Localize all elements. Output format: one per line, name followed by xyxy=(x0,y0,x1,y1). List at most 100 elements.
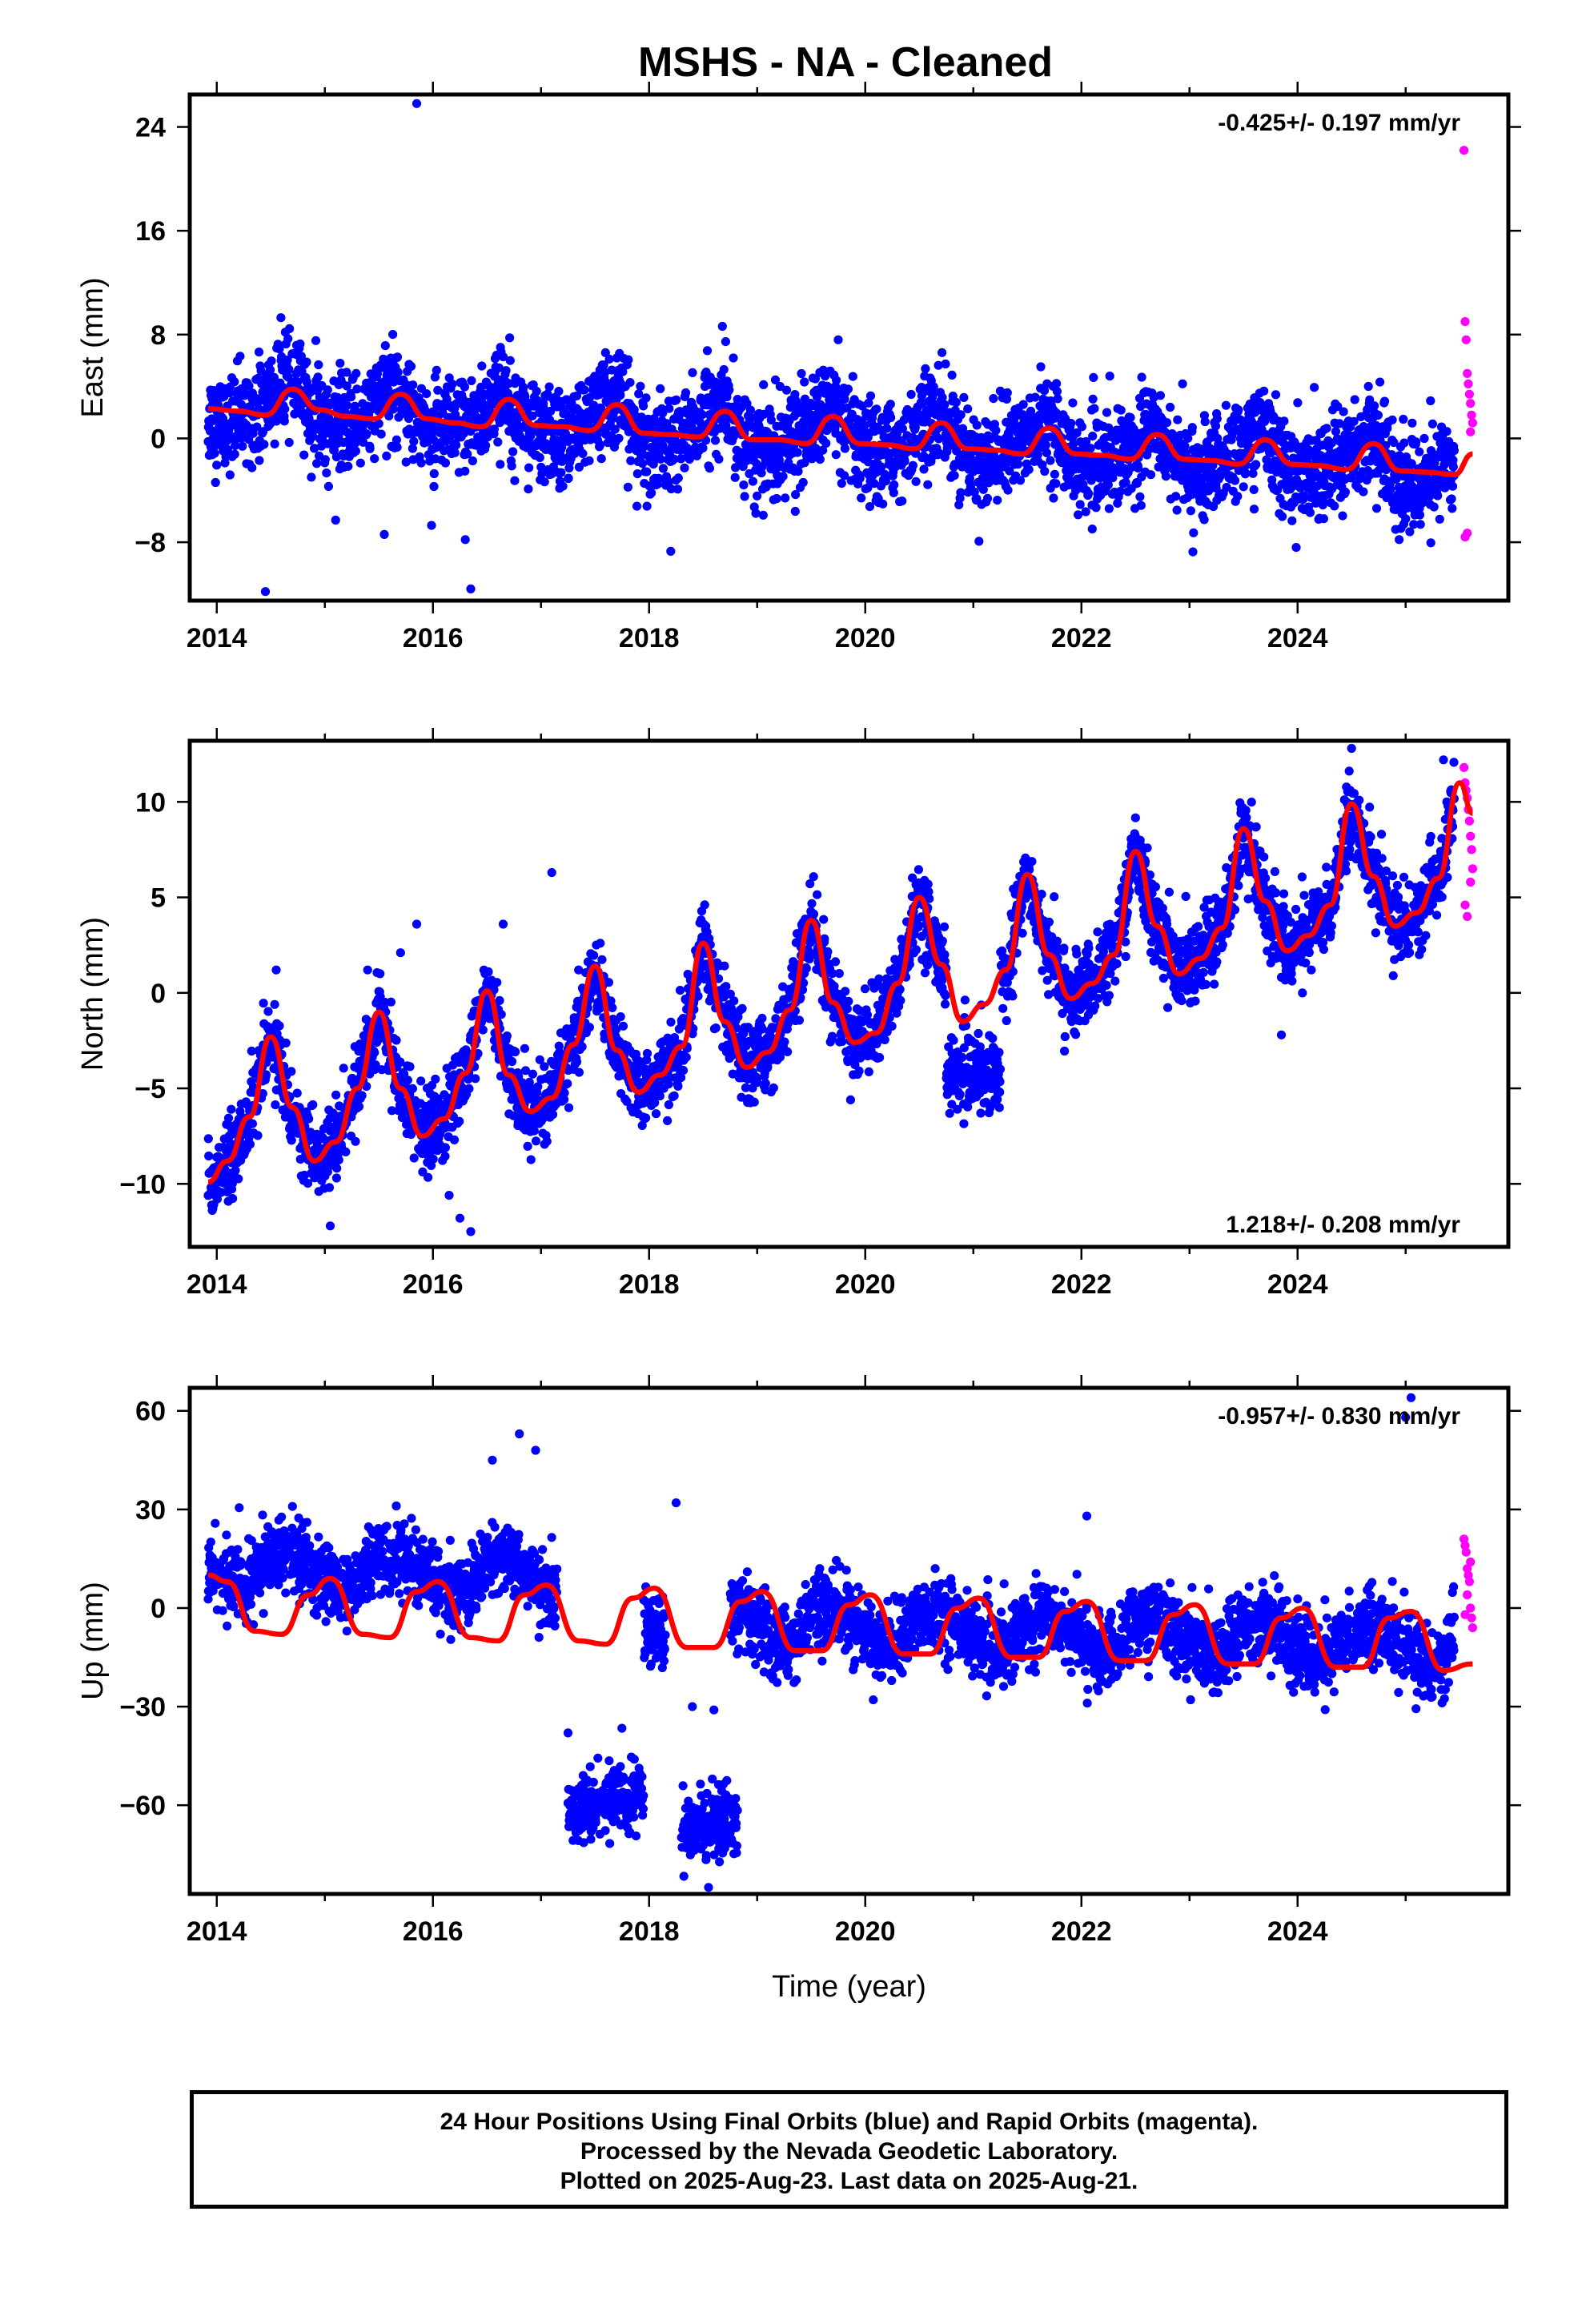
east-data-point xyxy=(416,458,426,468)
east-data-point xyxy=(270,439,279,449)
north-data-point xyxy=(572,1057,582,1067)
east-data-point xyxy=(766,415,776,425)
north-final-orbit-points xyxy=(203,743,1459,1236)
east-data-point xyxy=(1426,538,1435,548)
east-data-point xyxy=(1018,400,1028,409)
east-data-point xyxy=(1146,470,1156,480)
east-data-point xyxy=(958,424,968,433)
east-data-point xyxy=(1211,421,1221,431)
north-data-point xyxy=(354,1102,364,1112)
east-data-point xyxy=(1072,428,1082,438)
east-data-point xyxy=(1339,407,1348,416)
east-data-point xyxy=(644,481,654,491)
east-data-point xyxy=(546,406,556,416)
east-data-point xyxy=(634,389,644,399)
north-data-point xyxy=(604,978,614,987)
north-data-point xyxy=(526,1155,536,1164)
east-data-point xyxy=(840,444,849,453)
east-data-point xyxy=(721,337,731,347)
east-data-point xyxy=(1278,512,1287,521)
east-data-point xyxy=(252,422,262,432)
east-data-point xyxy=(1311,436,1321,445)
east-data-point xyxy=(642,501,652,511)
east-data-point xyxy=(1116,405,1126,415)
east-data-point xyxy=(1066,419,1076,428)
east-data-point xyxy=(255,456,264,465)
east-data-point xyxy=(578,448,588,459)
east-data-point xyxy=(596,454,606,464)
east-data-point xyxy=(346,392,356,402)
east-data-point xyxy=(1155,391,1165,400)
east-data-point xyxy=(1409,520,1419,529)
east-data-point xyxy=(1338,511,1347,521)
east-data-point xyxy=(320,455,330,464)
east-data-point xyxy=(1447,481,1458,491)
north-data-point xyxy=(271,1100,280,1110)
east-data-point xyxy=(798,477,808,488)
east-data-point xyxy=(991,425,1001,436)
east-data-point xyxy=(1430,458,1439,468)
east-data-point xyxy=(556,468,566,477)
east-data-point xyxy=(1259,386,1269,396)
east-data-point xyxy=(440,458,451,468)
east-data-point xyxy=(698,443,708,453)
east-rapid-point xyxy=(1463,368,1472,378)
east-data-point xyxy=(1415,447,1424,456)
east-data-point xyxy=(1104,504,1114,513)
east-data-point xyxy=(1136,501,1146,510)
east-data-point xyxy=(717,321,727,332)
north-data-point xyxy=(523,1141,532,1151)
north-data-point xyxy=(408,1084,417,1093)
east-data-point xyxy=(310,444,319,453)
east-data-point xyxy=(1003,485,1013,495)
east-data-point xyxy=(843,384,853,394)
east-data-point xyxy=(432,365,441,375)
north-data-point xyxy=(492,978,502,987)
east-data-point xyxy=(666,484,677,494)
east-x-tick-label: 2024 xyxy=(1267,623,1328,653)
east-data-point xyxy=(1349,416,1359,426)
east-data-point xyxy=(729,353,738,363)
east-data-point xyxy=(1178,379,1187,388)
east-data-point xyxy=(409,436,419,446)
east-data-point xyxy=(391,435,401,444)
east-data-point xyxy=(388,404,398,414)
north-data-point xyxy=(259,999,268,1008)
east-data-point xyxy=(1389,438,1399,448)
east-rapid-point xyxy=(1466,399,1476,408)
east-data-point xyxy=(604,354,614,364)
east-data-point xyxy=(1212,414,1222,424)
north-data-point xyxy=(574,1068,584,1077)
north-data-point xyxy=(281,1038,291,1047)
east-data-point xyxy=(422,389,432,399)
east-data-point xyxy=(954,500,964,510)
east-data-point xyxy=(433,385,443,395)
east-data-point xyxy=(276,313,286,323)
east-data-point xyxy=(897,497,907,506)
east-data-point xyxy=(669,454,679,464)
east-data-point xyxy=(781,493,790,503)
north-data-point xyxy=(596,939,605,948)
east-data-point xyxy=(1427,419,1437,429)
east-data-point xyxy=(314,360,323,370)
east-data-point xyxy=(468,456,478,466)
north-data-point xyxy=(304,1114,314,1124)
east-data-point xyxy=(342,368,351,377)
east-data-point xyxy=(956,410,966,420)
east-data-point xyxy=(1448,456,1458,465)
east-data-point xyxy=(323,481,333,492)
east-data-point xyxy=(384,411,394,421)
east-data-point xyxy=(790,506,800,517)
east-data-point xyxy=(1171,492,1181,501)
east-data-point xyxy=(1429,502,1439,512)
east-data-point xyxy=(772,494,781,504)
north-data-point xyxy=(542,1136,552,1146)
east-outlier-point xyxy=(460,535,470,545)
east-data-point xyxy=(528,411,537,420)
east-data-point xyxy=(1161,472,1170,481)
east-data-point xyxy=(616,390,625,400)
north-data-point xyxy=(263,1007,273,1016)
east-data-point xyxy=(1319,514,1328,524)
north-data-point xyxy=(331,1173,341,1183)
east-data-point xyxy=(1222,482,1231,493)
